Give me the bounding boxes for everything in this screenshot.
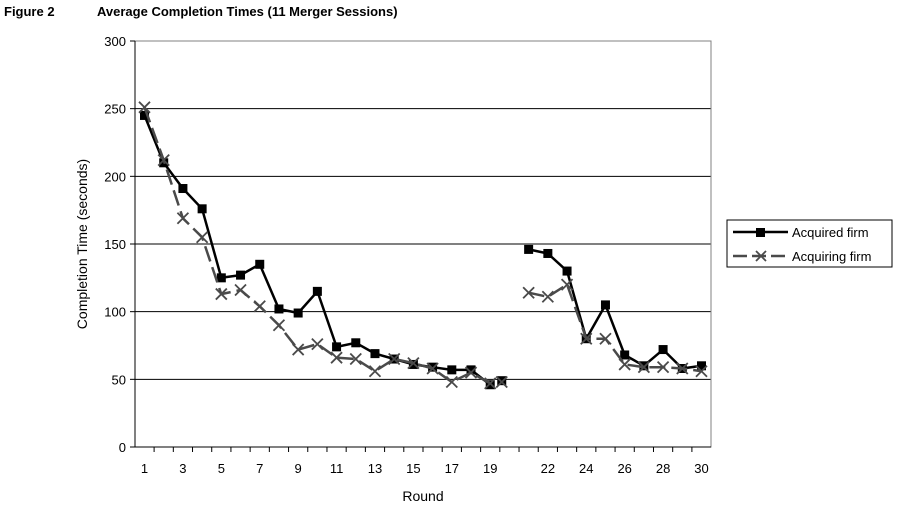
legend-marker-acquired — [756, 228, 765, 237]
x-tick-label: 9 — [295, 461, 302, 476]
x-tick-label: 7 — [256, 461, 263, 476]
x-tick-label: 5 — [218, 461, 225, 476]
figure-title: Average Completion Times (11 Merger Sess… — [97, 4, 398, 19]
x-tick-label: 1 — [141, 461, 148, 476]
data-point — [485, 380, 495, 390]
y-tick-label: 0 — [119, 440, 126, 455]
x-tick-label: 30 — [694, 461, 708, 476]
data-point — [541, 290, 554, 303]
y-tick-label: 250 — [104, 102, 126, 117]
data-point — [522, 286, 535, 299]
data-point — [560, 278, 574, 291]
data-point — [255, 259, 265, 269]
data-point — [580, 332, 593, 345]
y-axis-title: Completion Time (seconds) — [74, 159, 90, 329]
series-acquiring-firm — [138, 101, 708, 390]
series-line — [143, 106, 491, 385]
data-point — [695, 365, 708, 378]
y-tick-label: 100 — [104, 305, 126, 320]
data-point — [351, 338, 361, 348]
data-point — [637, 361, 651, 374]
x-axis-title: Round — [402, 488, 443, 504]
x-tick-label: 22 — [541, 461, 555, 476]
data-point — [562, 266, 572, 276]
data-point — [216, 273, 226, 283]
series-line — [528, 248, 702, 370]
x-tick-label: 19 — [483, 461, 497, 476]
data-point — [543, 248, 553, 258]
data-point — [428, 362, 438, 372]
data-point — [618, 358, 631, 371]
data-point — [676, 362, 689, 375]
data-point — [330, 351, 343, 364]
data-point — [445, 375, 458, 389]
gridlines — [135, 40, 711, 380]
x-tick-label: 11 — [330, 461, 344, 476]
data-point — [370, 349, 380, 359]
data-point — [215, 287, 228, 301]
data-point — [274, 304, 284, 314]
legend-label-acquired: Acquired firm — [792, 225, 869, 240]
data-point — [349, 352, 362, 366]
legend-marker-acquiring — [755, 250, 767, 262]
series-acquired-firm — [140, 110, 706, 390]
data-point — [253, 300, 266, 313]
data-point — [426, 362, 439, 375]
x-tick-label: 26 — [617, 461, 631, 476]
data-point — [176, 212, 190, 225]
data-point — [466, 365, 476, 375]
x-axis-ticks: 1 3 5 7 9 11 13 15 17 19 22 24 26 28 30 — [141, 447, 709, 476]
data-point — [388, 352, 401, 366]
data-point — [332, 342, 342, 352]
data-point — [140, 110, 149, 120]
data-point — [464, 366, 478, 379]
data-point — [599, 332, 612, 345]
series-layer — [138, 101, 708, 390]
data-point — [484, 377, 497, 390]
x-tick-label: 3 — [179, 461, 186, 476]
data-point — [447, 365, 457, 375]
y-axis-ticks: 0 50 100 150 200 250 300 — [104, 34, 135, 455]
x-tick-label: 17 — [445, 461, 459, 476]
data-point — [697, 361, 706, 371]
data-point — [620, 350, 630, 360]
y-tick-label: 200 — [104, 169, 126, 184]
data-point — [656, 361, 670, 374]
y-tick-label: 150 — [104, 237, 126, 252]
x-tick-label: 24 — [579, 461, 593, 476]
data-point — [495, 375, 508, 389]
series-line — [528, 283, 702, 373]
y-tick-label: 300 — [104, 34, 126, 49]
x-tick-label: 15 — [406, 461, 420, 476]
legend-box — [726, 219, 893, 268]
data-point — [524, 244, 534, 254]
legend: Acquired firm Acquiring firm — [726, 219, 893, 268]
data-point — [311, 338, 324, 351]
data-point — [195, 231, 209, 244]
data-point — [157, 153, 170, 167]
data-point — [236, 270, 246, 280]
y-tick-label: 50 — [112, 372, 126, 387]
data-point — [197, 204, 207, 214]
data-point — [178, 184, 188, 194]
data-point — [407, 356, 420, 370]
x-tick-label: 28 — [656, 461, 670, 476]
data-point — [234, 283, 247, 297]
data-point — [639, 361, 649, 371]
data-point — [312, 286, 322, 296]
data-point — [272, 319, 286, 332]
data-point — [293, 308, 303, 318]
x-tick-label: 13 — [368, 461, 382, 476]
data-point — [497, 376, 507, 386]
data-point — [408, 359, 418, 369]
figure-label: Figure 2 — [4, 4, 55, 19]
data-point — [658, 345, 668, 355]
data-point — [292, 343, 305, 356]
data-point — [138, 101, 151, 114]
legend-label-acquiring: Acquiring firm — [792, 249, 871, 264]
data-point — [600, 300, 610, 310]
data-point — [368, 365, 382, 378]
